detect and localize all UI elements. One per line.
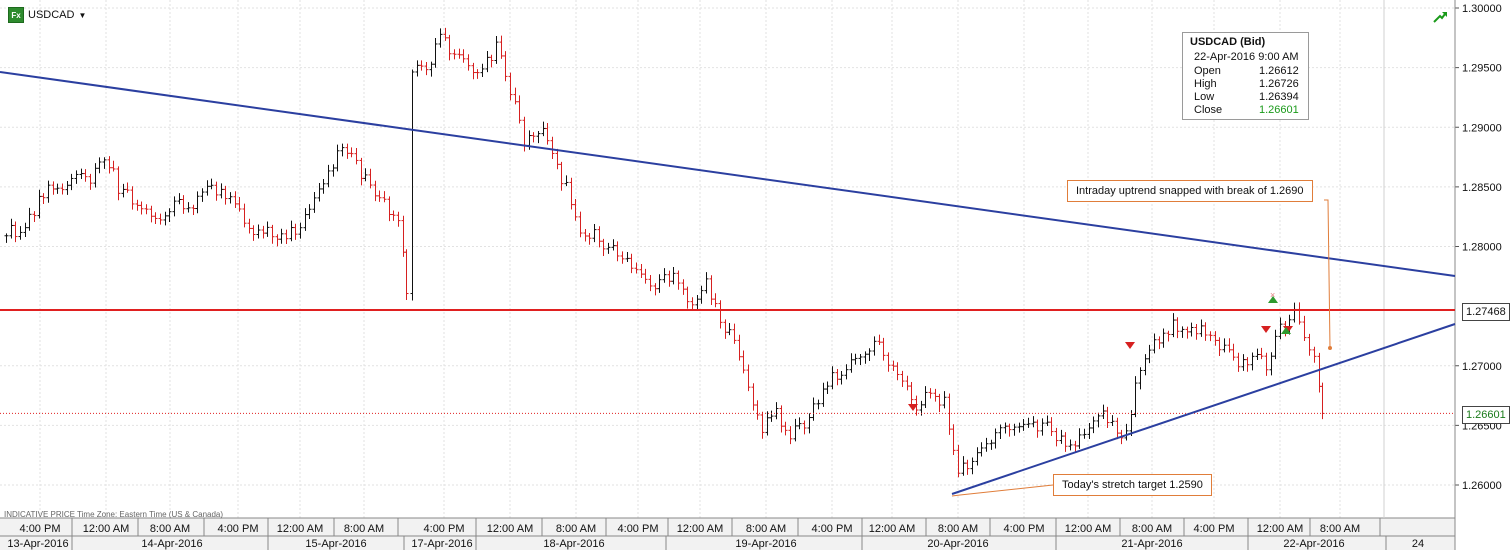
info-high-value: 1.26726 [1259,78,1299,90]
time-tick-label: 4:00 PM [218,523,259,535]
resistance-price-label: 1.27468 [1462,303,1510,321]
footer-note: INDICATIVE PRICE Time Zone: Eastern Time… [4,510,224,519]
y-tick-label: 1.29000 [1462,122,1502,134]
sell-signal-marker [1125,342,1135,349]
y-tick-label: 1.30000 [1462,3,1502,15]
info-open-label: Open [1194,65,1221,77]
time-tick-label: 4:00 PM [1194,523,1235,535]
annotation-target-connector [951,484,1054,497]
info-date: 22-Apr-2016 9:00 AM [1194,51,1299,63]
time-tick-label: 4:00 PM [424,523,465,535]
time-tick-label: 12:00 AM [277,523,323,535]
info-high-label: High [1194,78,1217,90]
time-tick-label: 12:00 AM [869,523,915,535]
time-tick-label: 12:00 AM [1257,523,1303,535]
date-tick-label: 13-Apr-2016 [7,538,68,550]
info-close-value: 1.26601 [1259,104,1299,116]
time-tick-label: 12:00 AM [1065,523,1111,535]
date-tick-label: 24 [1412,538,1424,550]
info-low-label: Low [1194,91,1215,103]
annotation-uptrend-connector [1324,199,1331,349]
buy-signal-marker [1268,296,1278,303]
y-tick-label: 1.29500 [1462,63,1502,75]
y-tick-label: 1.28500 [1462,182,1502,194]
date-tick-label: 17-Apr-2016 [411,538,472,550]
time-tick-label: 4:00 PM [1004,523,1045,535]
date-tick-label: 19-Apr-2016 [735,538,796,550]
time-tick-label: 8:00 AM [344,523,384,535]
chevron-down-icon[interactable]: ▼ [78,10,87,20]
info-open-value: 1.26612 [1259,65,1299,77]
time-tick-label: 4:00 PM [812,523,853,535]
time-tick-label: 4:00 PM [618,523,659,535]
annotation-target[interactable]: Today's stretch target 1.2590 [1053,474,1212,496]
time-tick-label: 12:00 AM [677,523,723,535]
symbol-label[interactable]: USDCAD [28,9,75,21]
info-low-value: 1.26394 [1259,91,1299,103]
date-tick-label: 18-Apr-2016 [543,538,604,550]
exit-marker: × [1270,290,1275,300]
time-tick-label: 8:00 AM [938,523,978,535]
downtrend-line [0,71,1456,277]
sell-signal-marker [1261,326,1271,333]
time-tick-label: 8:00 AM [1132,523,1172,535]
chart-header[interactable]: Fx USDCAD ▼ [8,7,86,23]
info-title: USDCAD (Bid) [1190,36,1266,48]
annotation-uptrend[interactable]: Intraday uptrend snapped with break of 1… [1067,180,1313,202]
time-tick-label: 8:00 AM [556,523,596,535]
date-tick-label: 22-Apr-2016 [1283,538,1344,550]
info-close-label: Close [1194,104,1223,116]
uptrend-line [951,323,1456,495]
y-tick-label: 1.27000 [1462,361,1502,373]
time-tick-label: 12:00 AM [487,523,533,535]
time-axis-band [0,518,1455,550]
y-tick-label: 1.26000 [1462,480,1502,492]
y-tick-label: 1.28000 [1462,242,1502,254]
time-tick-label: 12:00 AM [83,523,129,535]
trend-up-arrow-icon [1433,12,1447,23]
time-tick-label: 8:00 AM [150,523,190,535]
sell-signal-marker [908,404,918,411]
date-tick-label: 20-Apr-2016 [927,538,988,550]
time-tick-label: 8:00 AM [1320,523,1360,535]
buy-signal-marker [1281,327,1291,334]
fx-badge-icon: Fx [8,7,24,23]
annotation-uptrend-dot [1328,346,1332,350]
date-tick-label: 15-Apr-2016 [305,538,366,550]
time-tick-label: 8:00 AM [746,523,786,535]
date-tick-label: 21-Apr-2016 [1121,538,1182,550]
current-price-label: 1.26601 [1462,406,1510,424]
date-tick-label: 14-Apr-2016 [141,538,202,550]
time-tick-label: 4:00 PM [20,523,61,535]
ohlc-info-box: USDCAD (Bid) 22-Apr-2016 9:00 AM Open 1.… [1182,32,1309,120]
